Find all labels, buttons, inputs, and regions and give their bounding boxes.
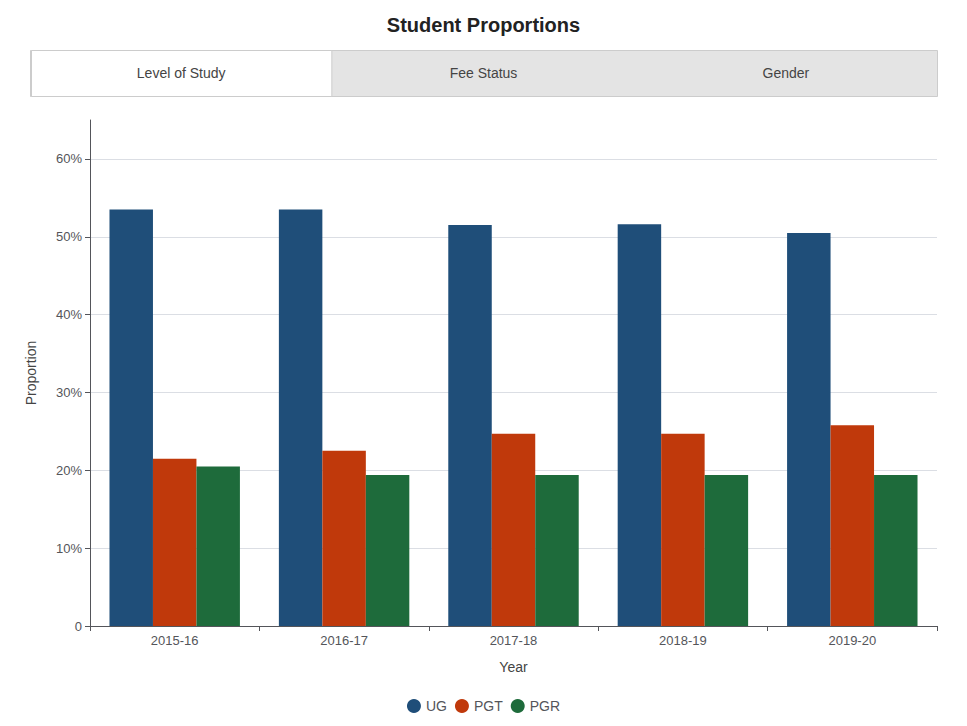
svg-text:10%: 10%	[56, 541, 82, 556]
svg-text:50%: 50%	[56, 229, 82, 244]
svg-text:2017-18: 2017-18	[490, 633, 538, 648]
svg-text:Gender: Gender	[762, 65, 809, 81]
svg-text:2019-20: 2019-20	[828, 633, 876, 648]
svg-text:UG: UG	[426, 698, 447, 714]
svg-text:40%: 40%	[56, 307, 82, 322]
svg-text:0: 0	[75, 619, 82, 634]
svg-text:20%: 20%	[56, 463, 82, 478]
svg-text:2018-19: 2018-19	[659, 633, 707, 648]
svg-text:PGT: PGT	[474, 698, 503, 714]
svg-text:Level of Study: Level of Study	[137, 65, 226, 81]
svg-text:2016-17: 2016-17	[320, 633, 368, 648]
svg-text:2015-16: 2015-16	[151, 633, 199, 648]
svg-text:Proportion: Proportion	[23, 341, 39, 406]
svg-text:Fee Status: Fee Status	[450, 65, 518, 81]
svg-text:PGR: PGR	[530, 698, 560, 714]
svg-text:60%: 60%	[56, 151, 82, 166]
svg-text:Year: Year	[499, 659, 528, 675]
svg-text:30%: 30%	[56, 385, 82, 400]
svg-text:Student Proportions: Student Proportions	[387, 14, 580, 36]
